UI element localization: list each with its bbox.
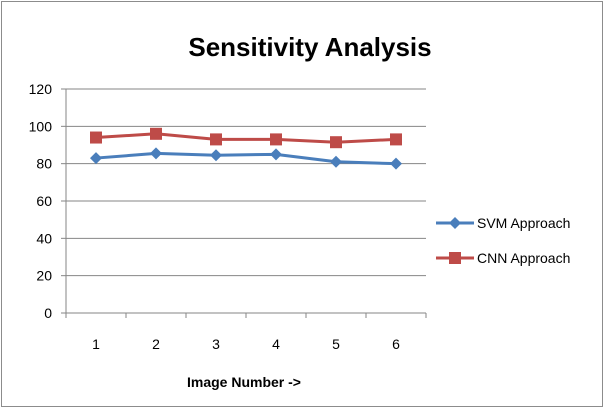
y-tick-label: 40 — [36, 230, 52, 246]
y-tick-label: 120 — [29, 81, 53, 97]
data-point-marker — [270, 148, 282, 161]
data-point-marker — [90, 131, 102, 144]
x-tick-label: 3 — [212, 336, 220, 352]
data-point-marker — [330, 155, 342, 168]
y-tick-labels: 0 20 40 60 80 100 120 — [29, 81, 53, 321]
legend-label: CNN Approach — [477, 250, 570, 266]
legend-label: SVM Approach — [477, 215, 570, 231]
series-line — [95, 151, 397, 166]
legend-item: CNN Approach — [436, 250, 570, 266]
x-tick-label: 1 — [92, 336, 100, 352]
y-tick-label: 80 — [36, 156, 52, 172]
data-point-marker — [210, 149, 222, 162]
x-axis-title: Image Number -> — [187, 374, 301, 390]
series-2 — [90, 127, 402, 149]
y-tick-label: 20 — [36, 268, 52, 284]
x-tick-label: 4 — [272, 336, 280, 352]
chart-title: Sensitivity Analysis — [188, 32, 431, 62]
y-tick-label: 60 — [36, 193, 52, 209]
data-point-marker — [90, 152, 102, 165]
x-tick-label: 2 — [152, 336, 160, 352]
data-point-marker — [330, 136, 342, 149]
data-point-marker — [390, 133, 402, 146]
data-point-marker — [270, 133, 282, 146]
legend-item: SVM Approach — [436, 215, 570, 231]
x-tick-label: 6 — [392, 336, 400, 352]
series-group — [90, 127, 402, 170]
data-point-marker — [150, 147, 162, 160]
data-point-marker — [210, 133, 222, 146]
legend-marker — [449, 217, 461, 229]
y-tick-label: 100 — [29, 118, 53, 134]
x-tick-label: 5 — [332, 336, 340, 352]
data-point-marker — [150, 127, 162, 140]
legend-marker — [449, 252, 461, 264]
x-tick-labels: 1 2 3 4 5 6 — [92, 336, 400, 352]
legend: SVM Approach CNN Approach — [436, 215, 570, 266]
data-point-marker — [390, 157, 402, 170]
series-line — [95, 132, 397, 144]
y-tick-label: 0 — [44, 305, 52, 321]
gridlines — [61, 88, 427, 318]
series-1 — [90, 147, 402, 170]
